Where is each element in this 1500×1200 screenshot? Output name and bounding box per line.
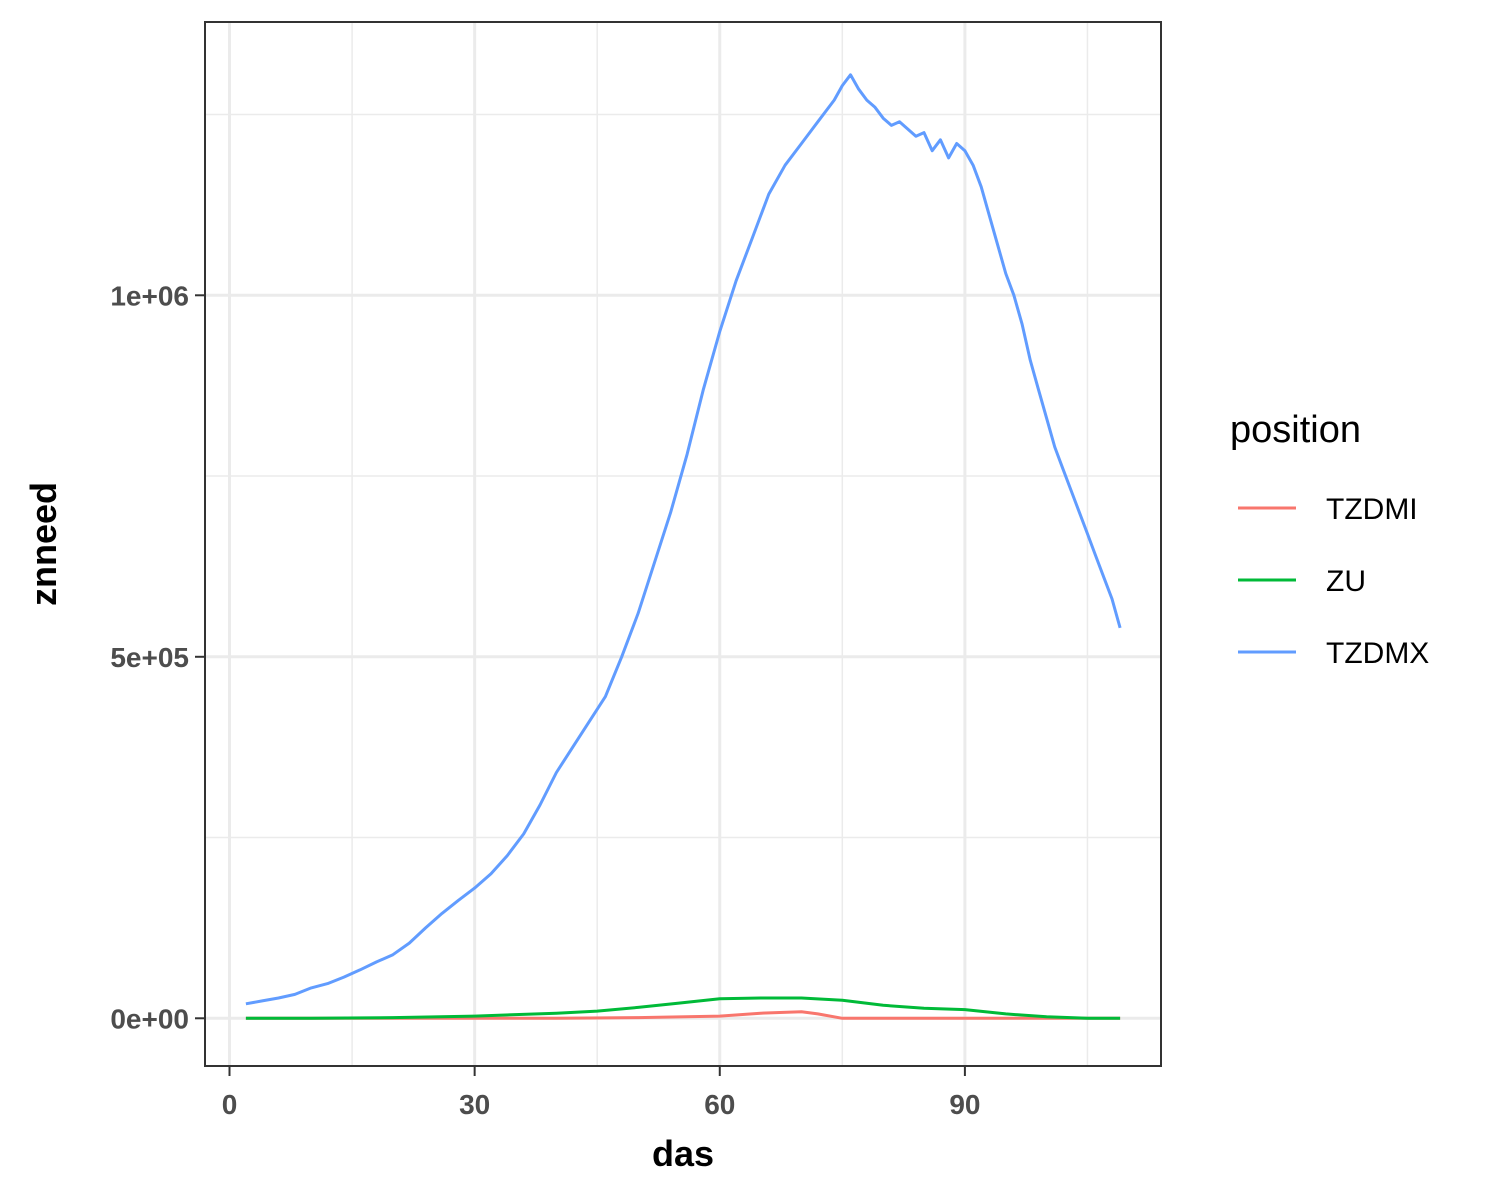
legend-label-tzdmx: TZDMX [1326, 637, 1429, 670]
series-line-tzdmx [245, 73, 1122, 1006]
series-layer [245, 73, 1122, 1020]
legend: position TZDMI ZU TZDMX [1230, 409, 1429, 670]
y-tick-label: 0e+00 [110, 1003, 189, 1034]
y-tick-label: 5e+05 [110, 642, 189, 673]
x-tick-label: 60 [704, 1089, 735, 1120]
legend-label-tzdmi: TZDMI [1326, 493, 1418, 526]
y-tick-label: 1e+06 [110, 280, 189, 311]
plot-border [204, 21, 1162, 1067]
x-axis-title: das [652, 1133, 714, 1174]
grid-minor [205, 22, 1161, 1066]
plot-panel [205, 22, 1161, 1066]
x-tick-label: 0 [222, 1089, 238, 1120]
legend-title: position [1230, 409, 1361, 451]
x-axis: 0 30 60 90 [222, 1066, 980, 1120]
legend-label-zu: ZU [1326, 565, 1366, 598]
y-axis-title: znneed [23, 482, 64, 606]
legend-entries: TZDMI ZU TZDMX [1238, 493, 1429, 670]
series-line-zu [245, 996, 1121, 1020]
y-axis: 0e+00 5e+05 1e+06 [110, 280, 205, 1034]
x-tick-label: 30 [459, 1089, 490, 1120]
x-tick-label: 90 [949, 1089, 980, 1120]
